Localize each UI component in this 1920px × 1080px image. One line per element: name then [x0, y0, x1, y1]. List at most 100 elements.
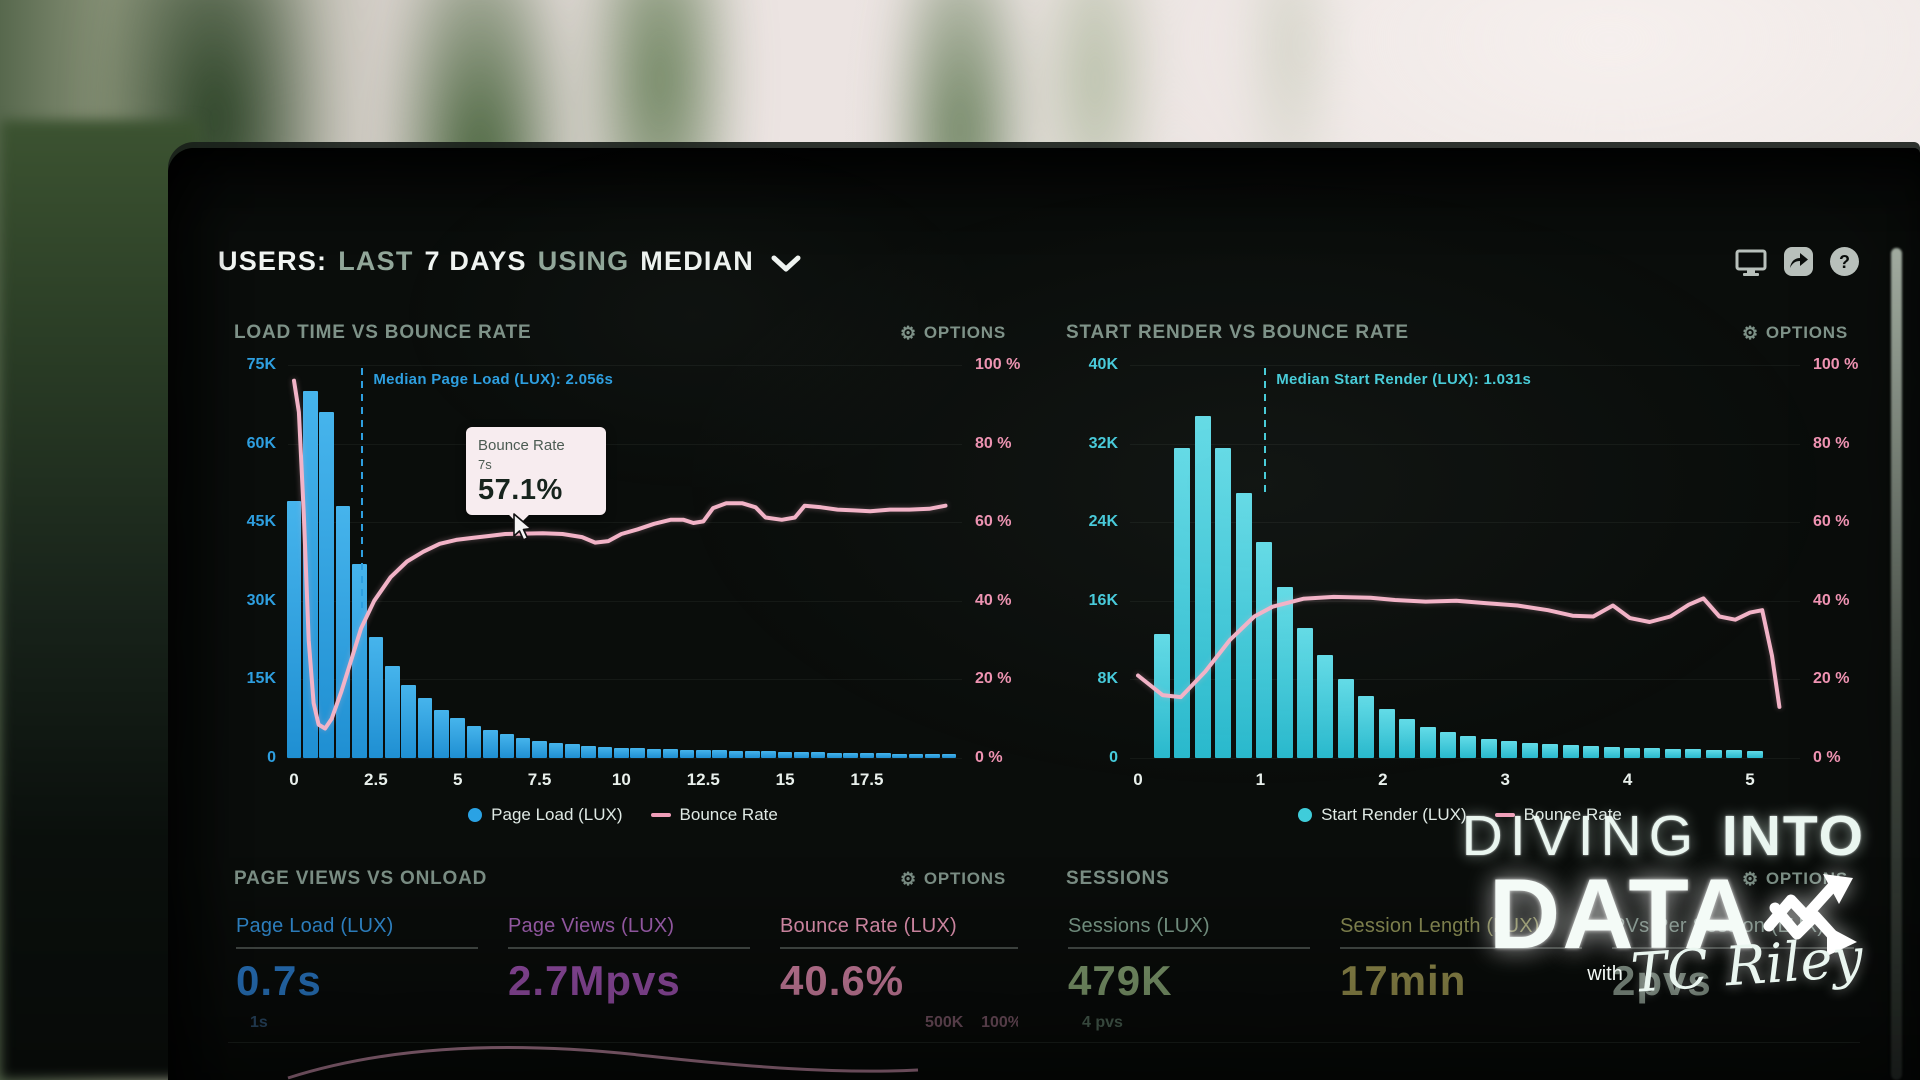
panel-title: START RENDER VS BOUNCE RATE [1066, 322, 1409, 343]
help-icon[interactable]: ? [1829, 246, 1860, 277]
panel-header: LOAD TIME VS BOUNCE RATE ⚙ OPTIONS [234, 322, 1006, 344]
gear-icon: ⚙ [899, 323, 917, 343]
metric-label: Page Load (LUX) [236, 915, 394, 937]
x-axis-label: 1 [1255, 770, 1266, 789]
display-icon[interactable] [1734, 247, 1768, 277]
legend-dot [468, 808, 483, 822]
plant-left-strip [0, 120, 200, 1080]
x-axis-label: 10 [611, 770, 631, 789]
options-label: OPTIONS [923, 323, 1006, 342]
y-axis-label-left: 15K [246, 670, 276, 688]
header-actions: ? [1734, 246, 1860, 277]
metric-value: 2pvs [1612, 957, 1712, 1004]
y-axis-label-left: 32K [1088, 434, 1118, 452]
legend-item-page-load-lux-: Page Load (LUX) [468, 805, 623, 825]
legend-item-start-render-lux-: Start Render (LUX) [1298, 805, 1467, 825]
y-axis-label-right: 80 % [1813, 434, 1850, 452]
x-axis-label: 0 [289, 770, 299, 789]
metric-session-length-lux-: Session Length (LUX) 17min [1340, 915, 1582, 1032]
mouse-cursor [513, 513, 532, 541]
dashboard-header: USERS: LAST 7 DAYS USING MEDIAN [218, 246, 1860, 277]
metric-bounce-rate-lux-: Bounce Rate (LUX) 40.6% 500K 100% [780, 915, 1018, 1032]
page-title[interactable]: USERS: LAST 7 DAYS USING MEDIAN [218, 246, 801, 277]
share-icon[interactable] [1783, 246, 1814, 277]
panel-header: SESSIONS ⚙ OPTIONS [1066, 868, 1848, 890]
x-axis-label: 12.5 [686, 770, 720, 789]
metric-label: Bounce Rate (LUX) [780, 915, 957, 937]
tooltip-value: 57.1% [478, 474, 563, 506]
tooltip-x-value: 7s [478, 457, 492, 472]
panel-title: PAGE VIEWS VS ONLOAD [234, 868, 488, 889]
sparkline [287, 1045, 919, 1080]
chart-tooltip: Bounce Rate 7s 57.1% [466, 427, 606, 515]
metric-label: Page Views (LUX) [508, 915, 675, 937]
metric-value: 479K [1068, 957, 1173, 1004]
y-axis-label-left: 30K [246, 591, 276, 609]
gear-icon: ⚙ [899, 869, 917, 889]
metric-value: 40.6% [780, 957, 905, 1004]
gridline [1130, 758, 1800, 759]
title-segment: USERS: [218, 246, 328, 276]
y-axis-label-left: 16K [1088, 591, 1118, 609]
x-axis-label: 17.5 [850, 770, 884, 789]
metric-page-views-lux-: Page Views (LUX) 2.7Mpvs [508, 915, 750, 1032]
legend-item-bounce-rate: Bounce Rate [650, 805, 778, 825]
plot-area[interactable]: 75K 100 % 60K 80 % 45K 60 % 30K 40 % 15K 20 % 0 0 %… [247, 356, 1021, 789]
metric-page-load-lux-: Page Load (LUX) 0.7s 1s [236, 915, 478, 1032]
panel-load-time-vs-bounce-rate: LOAD TIME VS BOUNCE RATE ⚙ OPTIONS 75K 10… [228, 316, 1021, 864]
bounce-rate-line [292, 378, 948, 731]
y-axis-label-left: 40K [1088, 356, 1118, 373]
y-axis-label-right: 20 % [1813, 670, 1850, 688]
metric-value: 0.7s [236, 957, 322, 1004]
gear-icon: ⚙ [1741, 323, 1759, 343]
options-button[interactable]: ⚙ OPTIONS [900, 869, 1006, 889]
metric-underline [1612, 947, 1854, 949]
legend-dash [650, 813, 671, 817]
x-axis-label: 5 [1745, 770, 1755, 789]
y-axis-label-right: 0 % [975, 749, 1003, 766]
metric-value: 2.7Mpvs [508, 957, 681, 1004]
options-label: OPTIONS [1765, 323, 1848, 342]
y-axis-label-right: 40 % [1813, 591, 1850, 609]
options-button[interactable]: ⚙ OPTIONS [900, 323, 1006, 343]
options-button[interactable]: ⚙ OPTIONS [1742, 323, 1848, 343]
metric-underline [236, 947, 478, 949]
legend-dot [1298, 808, 1313, 822]
panel-title: LOAD TIME VS BOUNCE RATE [234, 322, 532, 343]
chevron-down-icon[interactable] [771, 255, 801, 272]
metric-row: Page Load (LUX) 0.7s 1s Page Views (LUX) 2.7… [236, 915, 1018, 1032]
x-axis-label: 2 [1378, 770, 1388, 789]
y-axis-label-left: 0 [267, 749, 276, 766]
y-axis-label-right: 40 % [975, 591, 1012, 609]
gridline [288, 758, 962, 759]
legend-label: Start Render (LUX) [1321, 805, 1467, 824]
legend-label: Bounce Rate [1523, 805, 1622, 824]
panel-header: PAGE VIEWS VS ONLOAD ⚙ OPTIONS [234, 868, 1006, 890]
title-segment: LAST [338, 246, 414, 276]
tooltip-series: Bounce Rate [478, 437, 565, 454]
options-button[interactable]: ⚙ OPTIONS [1742, 869, 1848, 889]
laptop-bezel-edge [1891, 248, 1902, 1080]
y-axis-label-right: 60 % [1813, 513, 1850, 531]
chart-legend: Start Render (LUX) Bounce Rate [1060, 805, 1860, 825]
y-axis-label-right: 60 % [975, 513, 1012, 531]
metric-underline [1068, 947, 1310, 949]
chart-legend: Page Load (LUX) Bounce Rate [228, 805, 1018, 825]
legend-item-bounce-rate: Bounce Rate [1494, 805, 1622, 825]
metric-label: PVs Per Session (LUX) [1612, 915, 1825, 937]
metric-row: Sessions (LUX) 479K 4 pvs Session Length (L… [1068, 915, 1854, 1032]
metric-underline [780, 947, 1018, 949]
gear-icon: ⚙ [1741, 869, 1759, 889]
panel-page-views-vs-onload: PAGE VIEWS VS ONLOAD ⚙ OPTIONS Page Load… [228, 862, 1018, 1080]
y-axis-label-right: 20 % [975, 670, 1012, 688]
bounce-rate-line [1136, 594, 1782, 709]
x-axis-label: 5 [452, 770, 463, 789]
x-axis-label: 4 [1622, 770, 1633, 789]
x-axis-label: 0 [1133, 770, 1143, 789]
y-axis-label-right: 100 % [1813, 356, 1859, 373]
options-label: OPTIONS [923, 869, 1006, 888]
panel-title: SESSIONS [1066, 868, 1170, 889]
plot-area[interactable]: 40K 100 % 32K 80 % 24K 60 % 16K 40 % 8K 20 % 0 0 % 0… [1089, 356, 1859, 789]
metric-sessions-lux-: Sessions (LUX) 479K 4 pvs [1068, 915, 1310, 1032]
